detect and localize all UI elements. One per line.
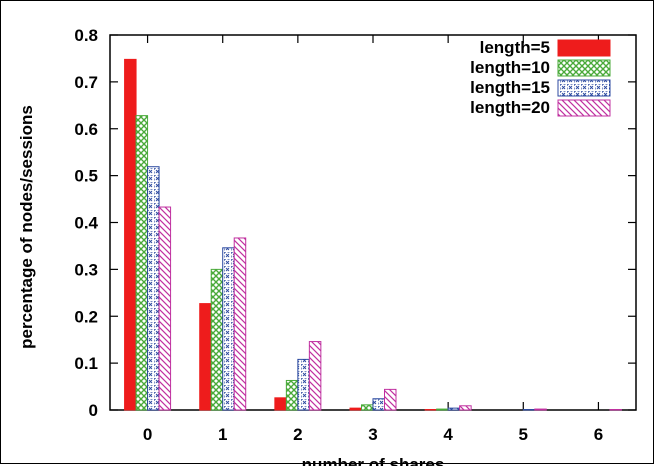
bar-series-0-cat-1 [199,303,212,411]
bar-series-1-cat-0 [135,115,149,411]
bar-series-3-cat-1 [233,237,247,411]
plot-area: 0 0.1 0.2 0.3 0.4 0.5 0.6 0.7 0.8 0 1 2 3 4 5 6 [74,26,637,444]
bar-series-2-cat-2 [297,358,310,411]
bar-series-3-cat-5 [534,408,547,411]
x-axis-label: number of shares [302,455,445,466]
bar-series-1-cat-4 [436,408,449,411]
legend-label: length=10 [470,58,550,77]
legend-label: length=20 [470,98,550,117]
y-tick-label: 0.7 [74,73,98,92]
x-tick-label: 6 [594,425,603,444]
y-axis-label: percentage of nodes/sessions [17,105,36,349]
x-tick-label: 5 [519,425,528,444]
bar-series-1-cat-1 [210,268,224,411]
plot-border [109,34,637,411]
x-tick-label: 2 [293,425,302,444]
y-tick-label: 0.8 [74,26,98,45]
y-tick-label: 0.4 [74,214,98,233]
y-tick-label: 0.3 [74,260,98,279]
legend-label: length=15 [470,78,550,97]
legend-swatch [557,79,611,97]
bar-series-0-cat-0 [124,58,137,411]
bar-series-2-cat-3 [372,398,385,411]
bar-series-3-cat-0 [158,206,172,411]
legend-label: length=5 [480,38,550,57]
bar-series-1-cat-2 [285,379,299,411]
legend-swatch [557,99,611,117]
x-tick-label: 4 [443,425,453,444]
bar-series-3-cat-3 [384,388,397,411]
y-tick-label: 0.1 [74,354,98,373]
legend-swatch [557,39,611,57]
x-tick-label: 0 [143,425,152,444]
bar-series-2-cat-1 [222,247,235,411]
legend-swatch [557,59,611,77]
y-tick-label: 0.6 [74,120,98,139]
bars-group [124,58,622,411]
x-tick-label: 3 [368,425,377,444]
bar-series-3-cat-4 [459,405,472,411]
bar-series-3-cat-2 [308,341,322,411]
bar-series-0-cat-2 [274,397,287,411]
x-tick-label: 1 [218,425,227,444]
bar-series-0-cat-3 [349,407,362,411]
bar-series-2-cat-0 [147,166,160,411]
bar-series-2-cat-4 [447,407,461,411]
y-tick-label: 0 [89,401,98,420]
bar-series-1-cat-3 [361,404,374,411]
y-tick-label: 0.5 [74,167,98,186]
y-tick-label: 0.2 [74,307,98,326]
